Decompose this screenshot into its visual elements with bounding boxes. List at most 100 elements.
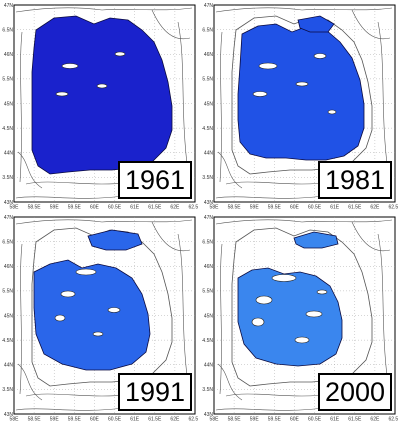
y-tick-label: 44N: [204, 151, 214, 157]
x-tick-label: 62E: [370, 417, 380, 423]
land-contour: [151, 221, 191, 252]
y-tick-label: 45.5N: [2, 289, 13, 295]
x-tick-label: 62E: [170, 417, 180, 423]
island: [316, 289, 328, 295]
y-tick-label: 46N: [4, 264, 14, 270]
y-tick-label: 43.5N: [202, 175, 213, 181]
x-tick-label: 62.5E: [388, 205, 398, 211]
x-tick-label: 58.5E: [28, 417, 42, 423]
land-contour: [217, 151, 243, 189]
x-tick-label: 61E: [330, 205, 340, 211]
x-tick-label: 59E: [250, 205, 260, 211]
year-label-2000: 2000: [318, 373, 392, 411]
land-contour: [177, 233, 189, 385]
x-tick-label: 58.5E: [228, 205, 242, 211]
land-contour: [15, 219, 193, 225]
x-tick-label: 59.5E: [268, 205, 282, 211]
x-tick-label: 61.5E: [148, 205, 162, 211]
former-shoreline: [231, 227, 373, 387]
land-contour: [351, 221, 391, 252]
x-tick-label: 59E: [50, 417, 60, 423]
island: [92, 331, 104, 337]
north-sea-body: [293, 231, 339, 249]
land-contour: [219, 31, 223, 183]
island: [313, 53, 327, 59]
x-tick-label: 61E: [330, 417, 340, 423]
map-content: [14, 217, 195, 414]
island: [75, 268, 97, 276]
x-tick-label: 60.5E: [108, 417, 122, 423]
y-tick-label: 47N: [204, 215, 214, 221]
island: [295, 81, 309, 87]
sea-body: [31, 15, 173, 175]
x-tick-label: 61.5E: [348, 417, 362, 423]
land-contour: [17, 151, 43, 189]
island: [327, 109, 337, 115]
island: [114, 51, 126, 57]
land-contour: [351, 9, 391, 40]
island: [107, 307, 121, 313]
y-tick-label: 46N: [204, 264, 214, 270]
y-tick-label: 43N: [4, 200, 14, 206]
x-tick-label: 62.5E: [388, 417, 398, 423]
year-label-1961: 1961: [118, 161, 192, 199]
y-tick-label: 43.5N: [202, 387, 213, 393]
y-tick-label: 45.5N: [202, 77, 213, 83]
x-tick-label: 58.5E: [228, 417, 242, 423]
land-contour: [17, 363, 43, 401]
y-tick-label: 43N: [4, 412, 14, 418]
y-tick-label: 44N: [204, 363, 214, 369]
y-tick-label: 47N: [4, 215, 14, 221]
land-contour: [217, 363, 243, 401]
land-contour: [377, 21, 389, 173]
north-sea-body: [87, 229, 143, 251]
land-contour: [19, 243, 23, 395]
y-tick-label: 46.5N: [202, 239, 213, 245]
y-tick-label: 46.5N: [2, 239, 13, 245]
x-tick-label: 58E: [210, 205, 220, 211]
x-tick-label: 61E: [130, 417, 140, 423]
y-tick-label: 43.5N: [2, 387, 13, 393]
y-tick-label: 45.5N: [2, 77, 13, 83]
x-tick-label: 60E: [90, 417, 100, 423]
sea-body: [237, 267, 343, 367]
y-tick-label: 45N: [4, 313, 14, 319]
map-content: [214, 217, 395, 414]
y-tick-label: 44.5N: [202, 126, 213, 132]
y-tick-label: 45N: [204, 313, 214, 319]
y-tick-label: 44N: [4, 151, 14, 157]
y-tick-label: 43.5N: [2, 175, 13, 181]
land-contour: [219, 243, 223, 395]
island: [271, 274, 297, 282]
x-tick-label: 60E: [90, 205, 100, 211]
island: [54, 314, 66, 322]
y-tick-label: 47N: [4, 3, 14, 9]
y-tick-label: 44.5N: [2, 338, 13, 344]
land-contour: [19, 31, 23, 183]
x-tick-label: 60.5E: [308, 417, 322, 423]
y-tick-label: 45.5N: [202, 289, 213, 295]
north-sea-body: [297, 15, 335, 33]
x-tick-label: 62E: [370, 205, 380, 211]
x-tick-label: 59.5E: [268, 417, 282, 423]
y-tick-label: 44.5N: [202, 338, 213, 344]
x-tick-label: 60.5E: [108, 205, 122, 211]
y-tick-label: 47N: [204, 3, 214, 9]
x-tick-label: 61.5E: [148, 417, 162, 423]
x-tick-label: 61.5E: [348, 205, 362, 211]
y-tick-label: 46.5N: [2, 27, 13, 33]
x-tick-label: 60.5E: [308, 205, 322, 211]
y-tick-label: 43N: [204, 200, 214, 206]
land-contour: [215, 219, 393, 225]
x-tick-label: 62.5E: [188, 205, 198, 211]
x-tick-label: 58.5E: [28, 205, 42, 211]
x-tick-label: 59E: [50, 205, 60, 211]
x-tick-label: 59.5E: [68, 417, 82, 423]
island: [61, 63, 79, 69]
x-tick-label: 58E: [10, 417, 20, 423]
